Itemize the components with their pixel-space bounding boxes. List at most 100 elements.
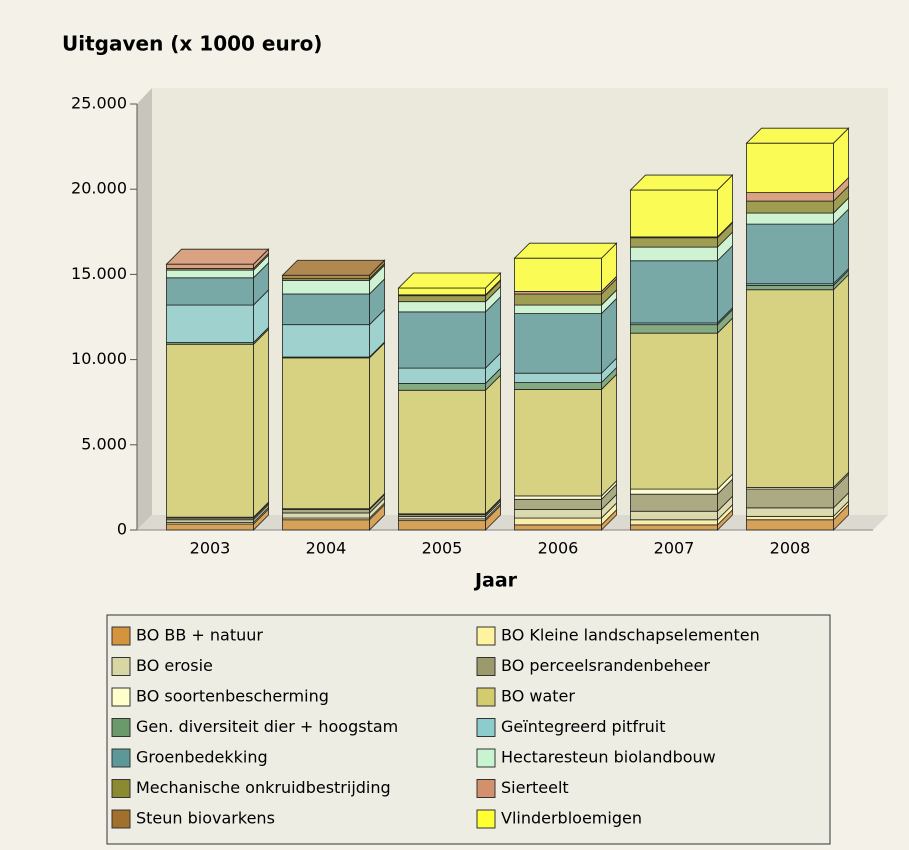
legend-label: Vlinderbloemigen [501, 809, 642, 828]
bar-front [398, 287, 486, 296]
x-tick-label: 2008 [770, 539, 811, 558]
legend-swatch [476, 657, 496, 676]
bar-front [282, 293, 370, 326]
y-tick-label: 20.000 [71, 179, 127, 198]
bar-front [746, 200, 834, 214]
bar-side [253, 328, 269, 519]
bar-front [514, 498, 602, 510]
bar-front [514, 382, 602, 390]
bar-front [630, 519, 718, 526]
bar-front [282, 519, 370, 531]
legend-label: BO erosie [136, 656, 213, 675]
bar-front [746, 289, 834, 488]
bar-front [514, 372, 602, 384]
bar-front [746, 212, 834, 225]
bar-front [630, 246, 718, 262]
bar-front [746, 488, 834, 509]
y-tick-label: 10.000 [71, 349, 127, 368]
legend-label: BO water [501, 687, 575, 706]
chart-title: Uitgaven (x 1000 euro) [62, 32, 322, 56]
legend-swatch [111, 626, 131, 646]
bar-side [833, 273, 849, 489]
legend-label: BO soortenbescherming [136, 687, 329, 706]
bar-front [166, 523, 254, 531]
legend-label: Steun biovarkens [136, 809, 275, 828]
bar-front [166, 277, 254, 306]
legend-swatch [111, 718, 131, 737]
y-tick-label: 15.000 [71, 264, 127, 283]
bar-front [514, 389, 602, 497]
bar-top [165, 248, 270, 265]
y-tick-label: 0 [117, 520, 127, 539]
bar-front [630, 324, 718, 334]
bar-front [514, 517, 602, 526]
legend-swatch [111, 779, 131, 798]
x-tick-label: 2004 [306, 539, 347, 558]
legend-label: Mechanische onkruidbestrijding [136, 778, 391, 797]
bar-front [746, 507, 834, 517]
bar-side [717, 317, 733, 491]
bar-front [630, 493, 718, 512]
x-tick-label: 2006 [538, 539, 579, 558]
x-tick-label: 2005 [422, 539, 463, 558]
bar-front [630, 524, 718, 531]
bar-side [601, 373, 617, 497]
legend-swatch [476, 809, 496, 829]
bar-front [282, 324, 370, 358]
bar-front [282, 512, 370, 519]
bar-front [166, 269, 254, 279]
x-axis-title: Jaar [473, 570, 518, 592]
bar-front [630, 488, 718, 495]
bar-side [485, 374, 501, 515]
bar-front [398, 383, 486, 391]
bar-front [630, 189, 718, 238]
bar-front [398, 295, 486, 303]
side-wall [137, 88, 152, 530]
bar-side [369, 341, 385, 510]
bar-top [513, 242, 618, 259]
bar-front [398, 520, 486, 531]
bar-top [629, 174, 734, 191]
bar-front [398, 301, 486, 313]
bar-front [166, 304, 254, 343]
legend-swatch [111, 657, 131, 676]
x-tick-label: 2003 [190, 539, 231, 558]
bar-front [746, 142, 834, 194]
bar-front [282, 279, 370, 295]
bar-front [166, 343, 254, 518]
bar-front [398, 311, 486, 369]
bar-front [398, 389, 486, 515]
legend-swatch [476, 718, 496, 737]
bar-front [746, 519, 834, 531]
bar-front [514, 495, 602, 500]
legend-label: BO perceelsrandenbeheer [501, 656, 710, 675]
legend-swatch [111, 687, 131, 707]
bar-front [514, 257, 602, 292]
bar-front [398, 367, 486, 384]
bar-front [514, 313, 602, 374]
x-tick-label: 2007 [654, 539, 695, 558]
bar-front [166, 263, 254, 269]
bar-front [746, 285, 834, 291]
legend-swatch [476, 779, 496, 798]
legend-label: BO Kleine landschapselementen [501, 626, 760, 645]
legend-label: Geïntegreerd pitfruit [501, 717, 666, 736]
y-tick-label: 5.000 [81, 434, 127, 453]
bar-front [630, 510, 718, 521]
bar-front [514, 293, 602, 306]
bar-top [745, 127, 850, 144]
legend-label: Groenbedekking [136, 748, 268, 767]
bar-front [630, 237, 718, 248]
bar-front [514, 524, 602, 531]
bar-front [746, 515, 834, 521]
bar-front [514, 304, 602, 314]
bar-front [630, 332, 718, 490]
legend-swatch [476, 748, 496, 768]
legend-label: Gen. diversiteit dier + hoogstam [136, 717, 398, 736]
bar-front [630, 260, 718, 324]
bar-front [514, 509, 602, 519]
legend-swatch [476, 687, 496, 707]
legend-box [106, 614, 831, 845]
legend-label: BO BB + natuur [136, 626, 263, 645]
